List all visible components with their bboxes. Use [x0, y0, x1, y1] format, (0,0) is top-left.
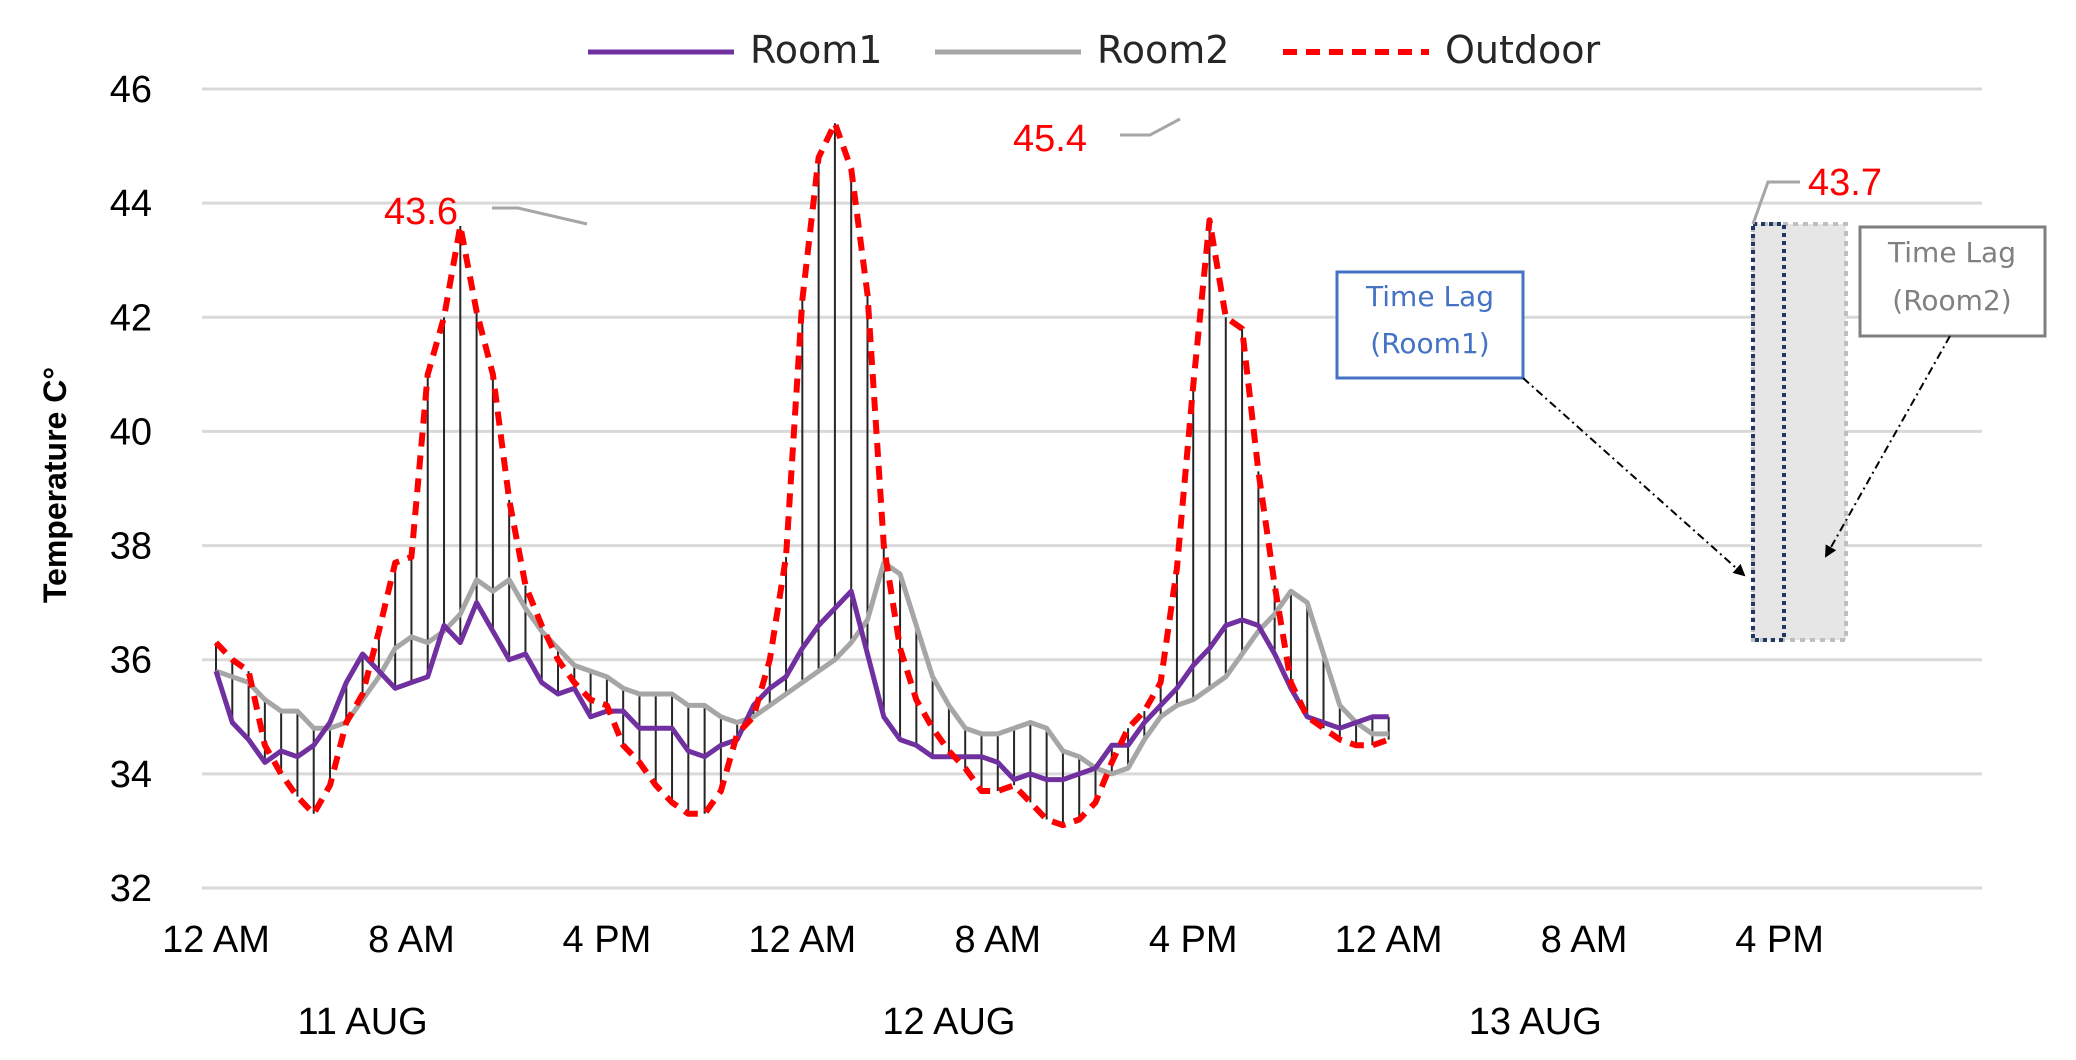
- series-line-room1: [213, 588, 1389, 783]
- peak3-leader: [1751, 180, 1800, 225]
- time-lag-room2-arrow: [1825, 335, 1951, 558]
- y-tick-label: 40: [110, 411, 152, 453]
- series-line-outdoor: [213, 120, 1390, 829]
- legend-label-room2: Room2: [1097, 28, 1229, 72]
- x-tick-label: 8 AM: [368, 919, 455, 961]
- day-label: 11 AUG: [297, 1001, 427, 1043]
- x-tick-label: 4 PM: [1735, 919, 1824, 961]
- time-lag-room1-label-line2: (Room1): [1370, 327, 1489, 360]
- y-tick-label: 34: [110, 754, 152, 796]
- day-label: 12 AUG: [882, 1001, 1015, 1043]
- x-tick-label: 4 PM: [1149, 919, 1238, 961]
- legend-label-outdoor: Outdoor: [1445, 28, 1601, 72]
- peak-label-day3: 43.7: [1808, 162, 1882, 204]
- y-axis-ticks: 32 34 36 38 40 42 44 46: [110, 69, 152, 910]
- x-tick-label: 4 PM: [563, 919, 652, 961]
- x-axis-ticks: 12 AM 8 AM 4 PM 12 AM 8 AM 4 PM 12 AM 8 AM 4 PM: [162, 919, 1824, 961]
- y-tick-label: 32: [110, 868, 152, 910]
- time-lag-room2-label-line2: (Room2): [1892, 284, 2011, 317]
- peak-label-day1: 43.6: [384, 191, 458, 233]
- time-lag-room1-box: [1335, 270, 1525, 380]
- y-tick-label: 42: [110, 297, 152, 339]
- day-labels: 11 AUG 12 AUG 13 AUG: [297, 1001, 1601, 1043]
- legend-label-room1: Room1: [750, 28, 882, 72]
- time-lag-room1-label-line1: Time Lag: [1365, 280, 1494, 313]
- x-tick-label: 12 AM: [162, 919, 270, 961]
- y-tick-label: 38: [110, 526, 152, 568]
- gridlines: [202, 87, 1982, 890]
- y-tick-label: 46: [110, 69, 152, 111]
- drop-lines: [215, 123, 1390, 826]
- x-tick-label: 8 AM: [954, 919, 1041, 961]
- time-lag-room1-arrow: [1522, 377, 1746, 577]
- time-lag-room2-label-line1: Time Lag: [1887, 236, 2016, 269]
- legend: Room1 Room2 Outdoor: [588, 28, 1601, 72]
- y-tick-label: 44: [110, 183, 152, 225]
- day-label: 13 AUG: [1469, 1001, 1602, 1043]
- x-tick-label: 12 AM: [1335, 919, 1443, 961]
- peak-label-day2: 45.4: [1013, 118, 1087, 160]
- time-lag-room2-box: [1858, 225, 2047, 338]
- y-tick-label: 36: [110, 640, 152, 682]
- y-axis-label: Temperature C°: [37, 367, 73, 603]
- x-tick-label: 8 AM: [1541, 919, 1628, 961]
- series-lines: [213, 120, 1390, 829]
- x-tick-label: 12 AM: [748, 919, 856, 961]
- series-line-room2: [215, 560, 1389, 777]
- peak1-leader: [492, 206, 588, 226]
- time-lag-room2-region: [1751, 222, 1848, 642]
- peak2-leader: [1120, 117, 1181, 137]
